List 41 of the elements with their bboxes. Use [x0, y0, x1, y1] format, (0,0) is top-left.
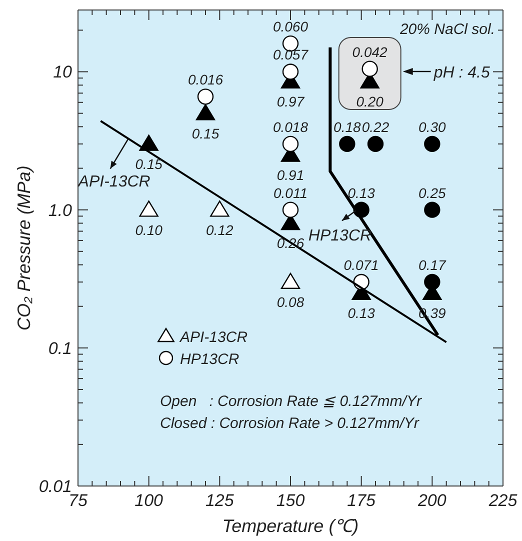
- x-tick-label: 175: [347, 491, 376, 510]
- y-tick-label: 0.1: [48, 338, 72, 358]
- annotation: 0.15: [135, 156, 163, 172]
- annotation: 0.97: [276, 93, 306, 110]
- annotation: 0.08: [276, 294, 304, 310]
- x-tick-label: 125: [205, 491, 234, 510]
- annotation: 0.17: [418, 257, 448, 274]
- annotation: HP13CR: [308, 228, 372, 245]
- x-tick-label: 100: [134, 491, 164, 510]
- y-tick-label: 10: [53, 62, 73, 82]
- annotation: 0.25: [418, 184, 446, 201]
- annotation: 0.13: [348, 184, 376, 201]
- annotation: 0.18: [334, 118, 362, 135]
- x-tick-label: 150: [276, 491, 306, 510]
- annotation: 0.016: [188, 72, 224, 88]
- annotation: 0.071: [344, 257, 379, 274]
- annotation: 0.12: [206, 222, 234, 238]
- annotation: Open : Corrosion Rate ≦ 0.127mm/Yr: [160, 393, 422, 410]
- annotation: 0.060: [272, 18, 308, 35]
- x-tick-label: 75: [68, 491, 88, 510]
- annotation: 0.042: [352, 44, 388, 60]
- annotation: 0.22: [362, 118, 390, 135]
- legend-label: API-13CR: [179, 329, 248, 346]
- x-axis-title: Temperature (℃): [222, 516, 359, 536]
- x-tick-label: 225: [488, 491, 518, 510]
- annotation: 20% NaCl sol.: [398, 21, 495, 38]
- annotation: 0.057: [272, 46, 310, 63]
- annotation: 0.011: [274, 184, 308, 201]
- annotation: 0.018: [272, 118, 308, 135]
- x-tick-label: 200: [416, 491, 447, 510]
- annotation: 0.20: [356, 93, 384, 110]
- annotation: 0.15: [192, 125, 220, 142]
- annotation: Closed : Corrosion Rate > 0.127mm/Yr: [160, 415, 420, 432]
- y-axis-title: CO₂ Pressure (MPa): [14, 166, 34, 330]
- legend-label: HP13CR: [180, 351, 240, 368]
- annotation: pH : 4.5: [432, 64, 490, 82]
- annotation: 0.10: [135, 222, 163, 238]
- annotation: 0.91: [276, 166, 304, 183]
- annotation: 0.30: [418, 118, 446, 135]
- y-tick-label: 1.0: [48, 200, 73, 220]
- annotation: 0.13: [348, 304, 376, 321]
